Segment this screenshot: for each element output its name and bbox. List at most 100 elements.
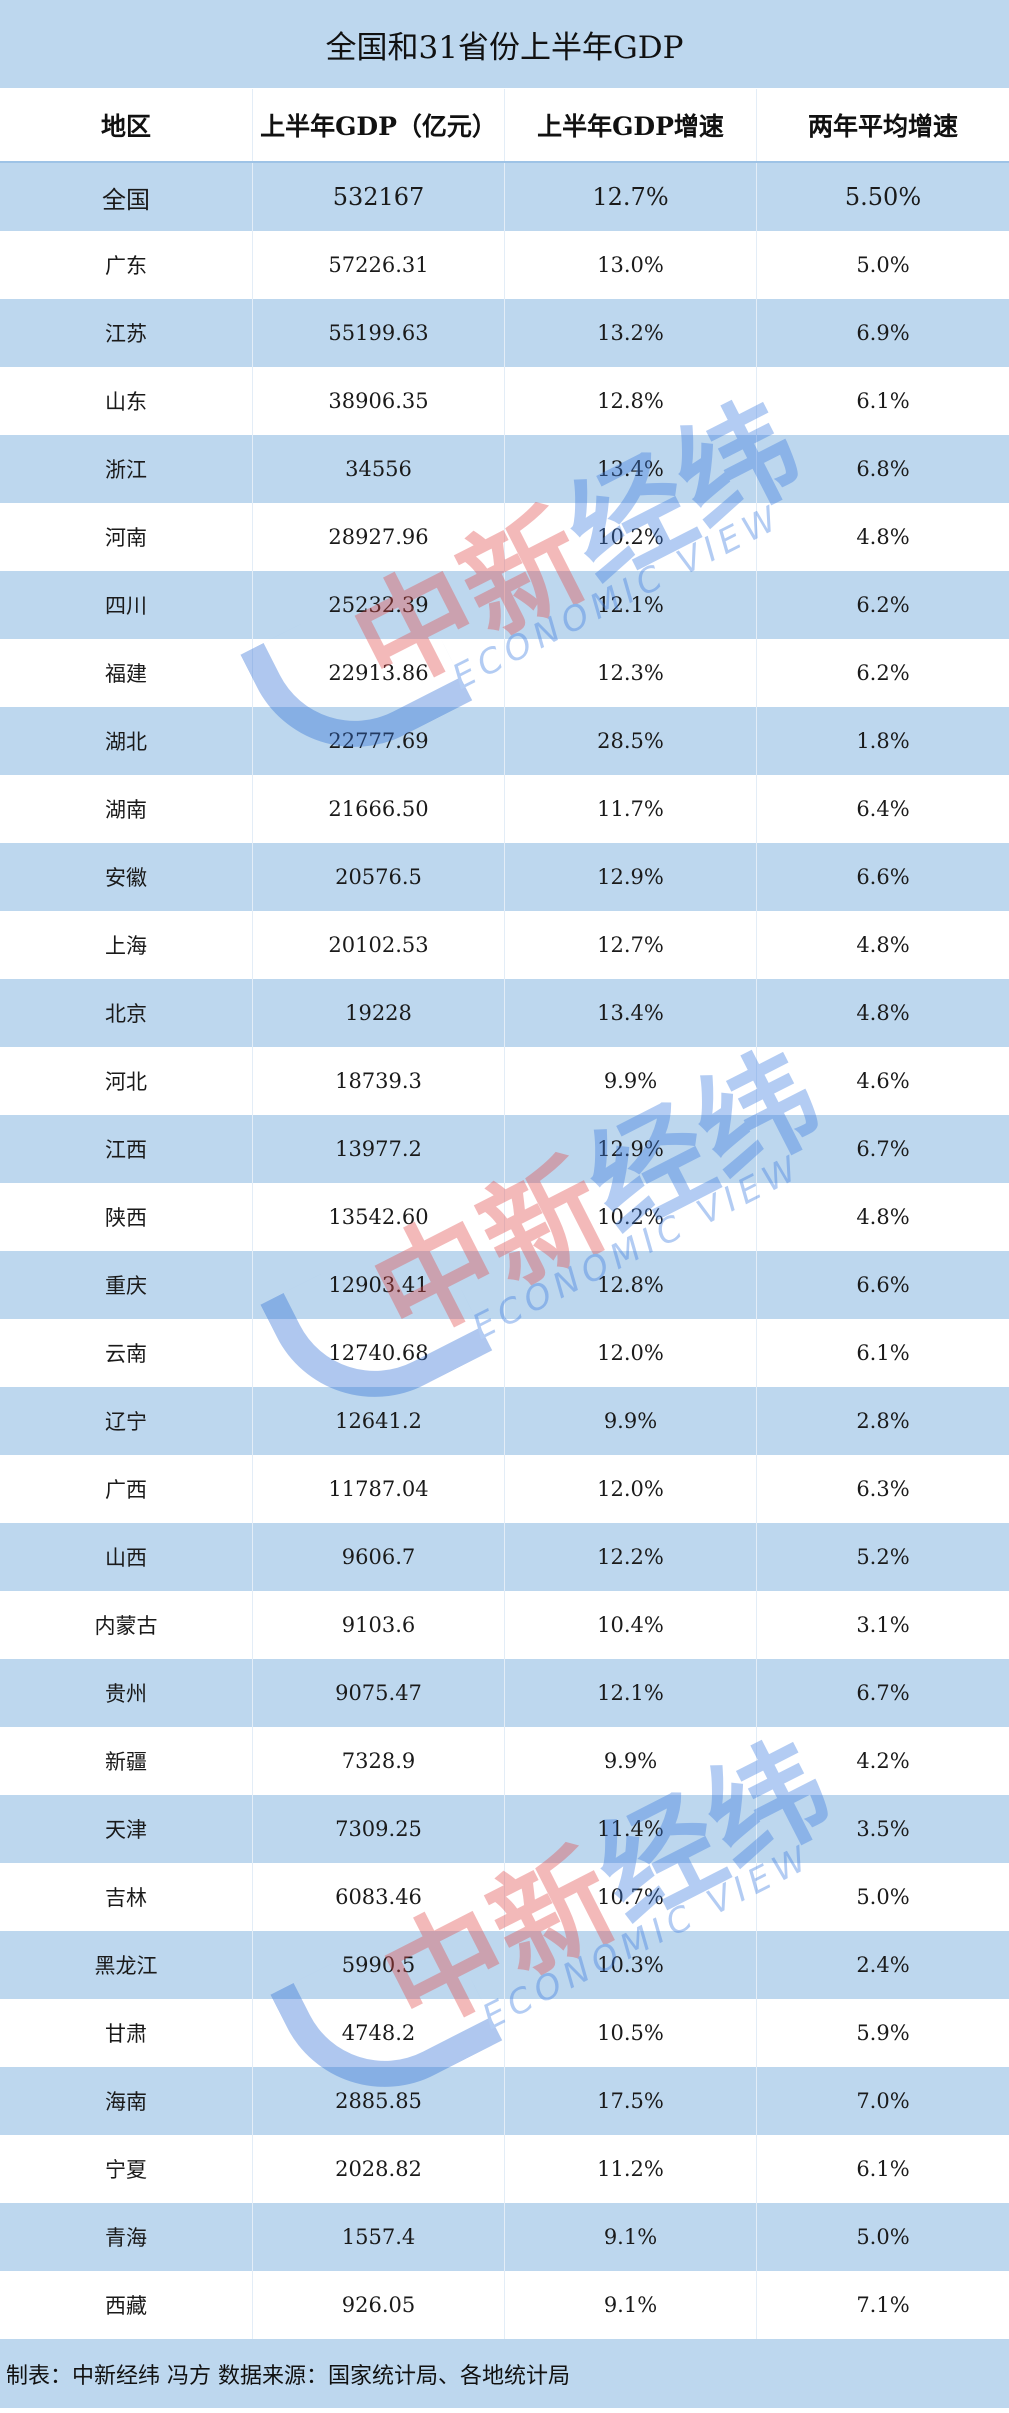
table-row: 广西 11787.04 12.0% 6.3% <box>0 1455 1009 1523</box>
cell-region: 贵州 <box>0 1659 253 1727</box>
table-row: 贵州 9075.47 12.1% 6.7% <box>0 1659 1009 1727</box>
cell-gdp-growth: 13.2% <box>505 299 757 367</box>
table-row: 西藏 926.05 9.1% 7.1% <box>0 2271 1009 2339</box>
table-row: 湖北 22777.69 28.5% 1.8% <box>0 707 1009 775</box>
cell-two-year-growth: 4.2% <box>856 1749 910 1773</box>
table-row: 天津 7309.25 11.4% 3.5% <box>0 1795 1009 1863</box>
cell-region: 新疆 <box>0 1727 253 1795</box>
cell-region: 吉林 <box>0 1863 253 1931</box>
cell-region: 河南 <box>0 503 253 571</box>
cell-gdp-growth: 11.2% <box>505 2135 757 2203</box>
cell-two-year-growth: 6.6% <box>856 1273 910 1297</box>
table-row: 辽宁 12641.2 9.9% 2.8% <box>0 1387 1009 1455</box>
cell-two-year-growth: 2.4% <box>856 1953 910 1977</box>
cell-two-year-growth: 6.1% <box>856 2157 910 2181</box>
cell-gdp: 926.05 <box>253 2271 505 2339</box>
table-row: 江苏 55199.63 13.2% 6.9% <box>0 299 1009 367</box>
cell-region: 安徽 <box>0 843 253 911</box>
cell-gdp-growth: 10.2% <box>505 503 757 571</box>
cell-gdp: 2885.85 <box>253 2067 505 2135</box>
cell-two-year-growth: 2.8% <box>856 1409 910 1433</box>
cell-gdp: 12903.41 <box>253 1251 505 1319</box>
cell-gdp-growth: 10.7% <box>505 1863 757 1931</box>
header-region: 地区 <box>0 89 253 161</box>
table-row: 新疆 7328.9 9.9% 4.2% <box>0 1727 1009 1795</box>
cell-region: 山东 <box>0 367 253 435</box>
cell-two-year-growth: 3.5% <box>856 1817 910 1841</box>
cell-region: 海南 <box>0 2067 253 2135</box>
cell-two-year-growth: 4.8% <box>856 1205 910 1229</box>
table-row: 河北 18739.3 9.9% 4.6% <box>0 1047 1009 1115</box>
table-row: 北京 19228 13.4% 4.8% <box>0 979 1009 1047</box>
cell-region: 天津 <box>0 1795 253 1863</box>
cell-gdp: 28927.96 <box>253 503 505 571</box>
cell-gdp: 19228 <box>253 979 505 1047</box>
cell-gdp-growth: 12.2% <box>505 1523 757 1591</box>
table-row: 浙江 34556 13.4% 6.8% <box>0 435 1009 503</box>
cell-region: 河北 <box>0 1047 253 1115</box>
cell-two-year-growth: 6.9% <box>856 321 910 345</box>
cell-two-year-growth: 5.2% <box>856 1545 910 1569</box>
cell-gdp: 38906.35 <box>253 367 505 435</box>
cell-gdp-growth: 11.7% <box>505 775 757 843</box>
table-row: 江西 13977.2 12.9% 6.7% <box>0 1115 1009 1183</box>
table-row: 山东 38906.35 12.8% 6.1% <box>0 367 1009 435</box>
table-row: 陕西 13542.60 10.2% 4.8% <box>0 1183 1009 1251</box>
header-two-year-growth: 两年平均增速 <box>807 112 958 141</box>
cell-gdp-growth: 12.8% <box>505 367 757 435</box>
cell-region: 全国 <box>0 163 253 231</box>
cell-gdp-growth: 10.3% <box>505 1931 757 1999</box>
cell-gdp-growth: 17.5% <box>505 2067 757 2135</box>
table-footer: 制表：中新经纬 冯方 数据来源：国家统计局、各地统计局 <box>0 2339 1009 2408</box>
cell-gdp: 5990.5 <box>253 1931 505 1999</box>
cell-gdp-growth: 11.4% <box>505 1795 757 1863</box>
cell-region: 福建 <box>0 639 253 707</box>
cell-two-year-growth: 5.50% <box>844 183 922 211</box>
cell-region: 内蒙古 <box>0 1591 253 1659</box>
cell-region: 广东 <box>0 231 253 299</box>
table-row: 内蒙古 9103.6 10.4% 3.1% <box>0 1591 1009 1659</box>
table-title: 全国和31省份上半年GDP <box>0 0 1009 89</box>
cell-gdp-growth: 10.2% <box>505 1183 757 1251</box>
cell-gdp: 7328.9 <box>253 1727 505 1795</box>
cell-gdp: 34556 <box>253 435 505 503</box>
cell-gdp-growth: 9.9% <box>505 1387 757 1455</box>
table-row: 广东 57226.31 13.0% 5.0% <box>0 231 1009 299</box>
cell-region: 宁夏 <box>0 2135 253 2203</box>
cell-region: 重庆 <box>0 1251 253 1319</box>
cell-gdp: 57226.31 <box>253 231 505 299</box>
cell-gdp-growth: 12.0% <box>505 1319 757 1387</box>
cell-region: 黑龙江 <box>0 1931 253 1999</box>
cell-gdp: 55199.63 <box>253 299 505 367</box>
cell-two-year-growth: 6.7% <box>856 1681 910 1705</box>
cell-gdp: 11787.04 <box>253 1455 505 1523</box>
cell-two-year-growth: 4.8% <box>856 525 910 549</box>
cell-region: 甘肃 <box>0 1999 253 2067</box>
cell-gdp: 9103.6 <box>253 1591 505 1659</box>
cell-two-year-growth: 4.8% <box>856 933 910 957</box>
cell-two-year-growth: 6.2% <box>856 661 910 685</box>
cell-gdp-growth: 9.1% <box>505 2203 757 2271</box>
cell-gdp: 7309.25 <box>253 1795 505 1863</box>
cell-gdp-growth: 12.7% <box>505 911 757 979</box>
cell-two-year-growth: 6.1% <box>856 1341 910 1365</box>
cell-two-year-growth: 6.2% <box>856 593 910 617</box>
cell-two-year-growth: 5.0% <box>856 253 910 277</box>
table-row: 宁夏 2028.82 11.2% 6.1% <box>0 2135 1009 2203</box>
table-row: 吉林 6083.46 10.7% 5.0% <box>0 1863 1009 1931</box>
cell-region: 青海 <box>0 2203 253 2271</box>
table-row: 全国 532167 12.7% 5.50% <box>0 163 1009 231</box>
cell-gdp-growth: 9.9% <box>505 1047 757 1115</box>
cell-gdp: 20102.53 <box>253 911 505 979</box>
table-row: 山西 9606.7 12.2% 5.2% <box>0 1523 1009 1591</box>
cell-region: 广西 <box>0 1455 253 1523</box>
cell-two-year-growth: 1.8% <box>856 729 910 753</box>
cell-gdp-growth: 28.5% <box>505 707 757 775</box>
table-row: 湖南 21666.50 11.7% 6.4% <box>0 775 1009 843</box>
cell-two-year-growth: 6.1% <box>856 389 910 413</box>
header-gdp-growth: 上半年GDP增速 <box>505 89 757 161</box>
cell-two-year-growth: 5.0% <box>856 2225 910 2249</box>
cell-gdp-growth: 10.5% <box>505 1999 757 2067</box>
table-row: 甘肃 4748.2 10.5% 5.9% <box>0 1999 1009 2067</box>
cell-two-year-growth: 5.0% <box>856 1885 910 1909</box>
